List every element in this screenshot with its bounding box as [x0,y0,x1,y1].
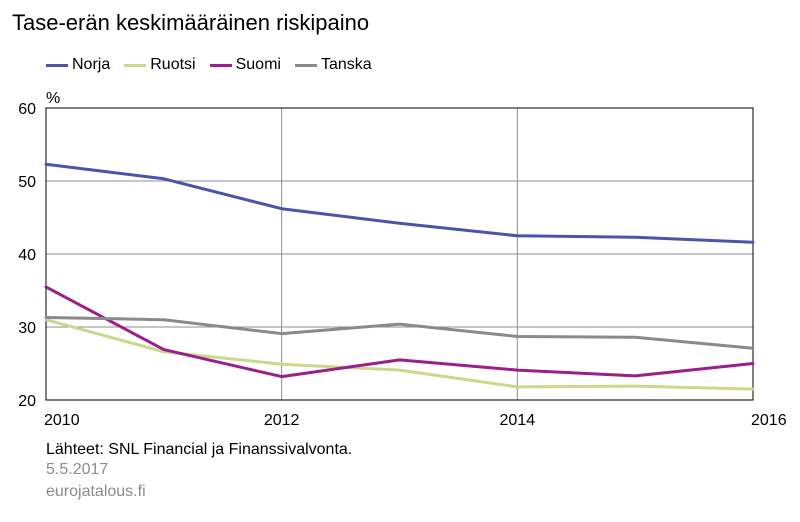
legend-item-suomi: Suomi [209,56,281,74]
legend-item-norja: Norja [46,56,110,74]
plot-frame [45,107,754,401]
source-note: Lähteet: SNL Financial ja Finanssivalvon… [46,441,353,458]
publish-date: 5.5.2017 [46,461,109,478]
x-tick-label: 2010 [44,412,80,429]
legend-label-norja: Norja [72,56,111,73]
legend-swatch-norja [46,63,68,67]
legend: Norja Ruotsi Suomi Tanska [46,56,372,74]
y-tick-label: 50 [18,174,36,191]
legend-swatch-ruotsi [124,63,147,67]
y-tick-label: 60 [18,101,36,118]
series-line-tanska [44,316,755,350]
chart-title: Tase-erän keskimääräinen riskipaino [12,10,370,35]
y-tick-label: 30 [18,320,36,337]
series-line-ruotsi [44,318,755,391]
legend-label-ruotsi: Ruotsi [150,56,196,73]
site-name: eurojatalous.fi [46,483,146,500]
y-tick-label: 20 [18,393,36,410]
legend-label-suomi: Suomi [235,56,281,73]
legend-label-tanska: Tanska [320,56,372,73]
legend-swatch-suomi [209,63,232,67]
legend-item-ruotsi: Ruotsi [124,56,196,74]
series-line-norja [44,162,755,244]
y-axis-unit: % [46,90,61,107]
legend-item-tanska: Tanska [294,56,372,74]
x-tick-label: 2012 [264,412,300,429]
series-line-suomi [44,285,755,379]
y-tick-label: 40 [18,247,36,264]
x-tick-label: 2016 [751,412,787,429]
x-tick-label: 2014 [500,412,536,429]
legend-swatch-tanska [294,63,317,67]
